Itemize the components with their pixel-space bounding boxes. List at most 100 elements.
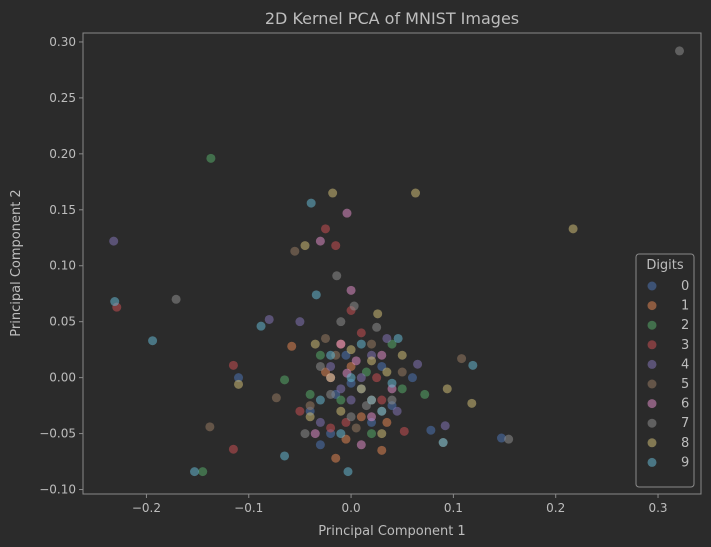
legend-label-digit-0: 0: [681, 279, 689, 294]
data-point-digit-9: [256, 321, 266, 331]
x-tick-label: 0.2: [546, 501, 565, 515]
data-point-digit-0: [315, 440, 325, 450]
data-point-digit-8: [442, 384, 452, 394]
data-point-digit-1: [287, 341, 297, 351]
data-point-digit-6: [351, 356, 361, 366]
data-point-digit-9: [393, 333, 403, 343]
legend-marker-digit-6: [647, 399, 657, 409]
y-tick-label: 0.05: [49, 315, 76, 329]
data-point-digit-4: [326, 361, 336, 371]
data-point-digit-1: [331, 453, 341, 463]
data-point-digit-6: [356, 440, 366, 450]
data-point-digit-2: [336, 395, 346, 405]
y-tick-label: 0.20: [49, 147, 76, 161]
data-point-digit-5: [397, 367, 407, 377]
chart-title: 2D Kernel PCA of MNIST Images: [265, 9, 519, 28]
data-point-digit-5: [290, 246, 300, 256]
data-point-digit-8: [373, 309, 383, 319]
x-axis-label: Principal Component 1: [318, 524, 465, 539]
data-point-digit-5: [367, 339, 377, 349]
legend-label-digit-2: 2: [681, 318, 689, 333]
data-point-digit-4: [295, 317, 305, 327]
data-point-digit-4: [346, 395, 356, 405]
data-point-digit-5: [205, 422, 215, 432]
legend-label-digit-7: 7: [681, 416, 689, 431]
data-point-digit-2: [315, 350, 325, 360]
data-point-digit-7: [315, 361, 325, 371]
data-point-digit-9: [306, 198, 316, 208]
data-point-digit-4: [264, 314, 274, 324]
data-point-digit-8: [336, 406, 346, 416]
legend-marker-digit-1: [647, 301, 657, 311]
legend-marker-digit-3: [647, 340, 657, 350]
data-point-digit-8: [346, 345, 356, 355]
data-point-digit-7: [372, 322, 382, 332]
data-point-digit-5: [351, 423, 361, 433]
axes-frame: [82, 32, 702, 495]
data-point-digit-4: [315, 417, 325, 427]
y-tick-label: 0.15: [49, 203, 76, 217]
data-point-digit-2: [198, 467, 208, 477]
legend-label-digit-6: 6: [681, 397, 689, 412]
data-point-digit-7: [171, 294, 181, 304]
data-points: [109, 46, 685, 477]
data-point-digit-2: [397, 384, 407, 394]
data-point-digit-3: [228, 360, 238, 370]
data-point-digit-9: [336, 429, 346, 439]
data-point-digit-1: [356, 412, 366, 422]
data-point-digit-5: [305, 401, 315, 411]
data-point-digit-9: [377, 406, 387, 416]
legend-marker-digit-0: [647, 281, 657, 291]
legend-items: 0 1 2 3 4 5 6 7 8 9: [647, 279, 689, 470]
legend-marker-digit-8: [647, 438, 657, 448]
data-point-digit-7: [336, 317, 346, 327]
y-axis-label: Principal Component 2: [9, 189, 24, 336]
data-point-digit-4: [413, 359, 423, 369]
x-tick-label: −0.2: [132, 501, 161, 515]
y-tick-label: 0.10: [49, 259, 76, 273]
data-point-digit-5: [457, 354, 467, 364]
data-point-digit-2: [206, 153, 216, 163]
data-point-digit-9: [280, 451, 290, 461]
legend-marker-digit-5: [647, 379, 657, 389]
data-point-digit-8: [397, 350, 407, 360]
data-point-digit-0: [234, 373, 244, 383]
data-point-digit-8: [305, 412, 315, 422]
data-point-digit-0: [496, 433, 506, 443]
data-point-digit-7: [326, 389, 336, 399]
data-point-digit-8: [310, 339, 320, 349]
data-point-digit-9: [148, 336, 158, 346]
data-point-digit-2: [280, 375, 290, 385]
data-point-digit-9: [468, 360, 478, 370]
data-point-digit-2: [305, 389, 315, 399]
data-point-digit-6: [346, 285, 356, 295]
legend-marker-digit-9: [647, 457, 657, 467]
data-point-digit-8: [367, 356, 377, 366]
legend: Digits 0 1 2 3 4 5 6 7 8 9: [635, 253, 695, 488]
data-point-digit-8: [382, 367, 392, 377]
legend-title: Digits: [646, 258, 684, 273]
data-point-digit-6: [342, 208, 352, 218]
data-point-digit-9: [110, 297, 120, 307]
data-point-digit-4: [356, 373, 366, 383]
x-tick-label: 0.0: [342, 501, 361, 515]
data-point-digit-1: [377, 445, 387, 455]
data-point-digit-7: [387, 395, 397, 405]
data-point-digit-9: [387, 378, 397, 388]
legend-box: [635, 253, 695, 488]
y-tick-label: 0.30: [49, 35, 76, 49]
data-point-digit-9: [311, 290, 321, 300]
data-point-digit-8: [300, 241, 310, 251]
y-tick-label: 0.25: [49, 91, 76, 105]
data-point-digit-2: [367, 429, 377, 439]
data-point-digit-2: [420, 389, 430, 399]
data-point-digit-8: [234, 379, 244, 389]
legend-label-digit-1: 1: [681, 299, 689, 314]
y-axis-ticks: −0.10 −0.05 0.00 0.05 0.10 0.15 0.20 0.25 0.30: [39, 35, 83, 497]
data-point-digit-0: [426, 425, 436, 435]
data-point-digit-4: [440, 421, 450, 431]
data-point-digit-6: [367, 412, 377, 422]
legend-marker-digit-4: [647, 359, 657, 369]
data-point-digit-6: [315, 236, 325, 246]
data-point-digit-6: [310, 429, 320, 439]
